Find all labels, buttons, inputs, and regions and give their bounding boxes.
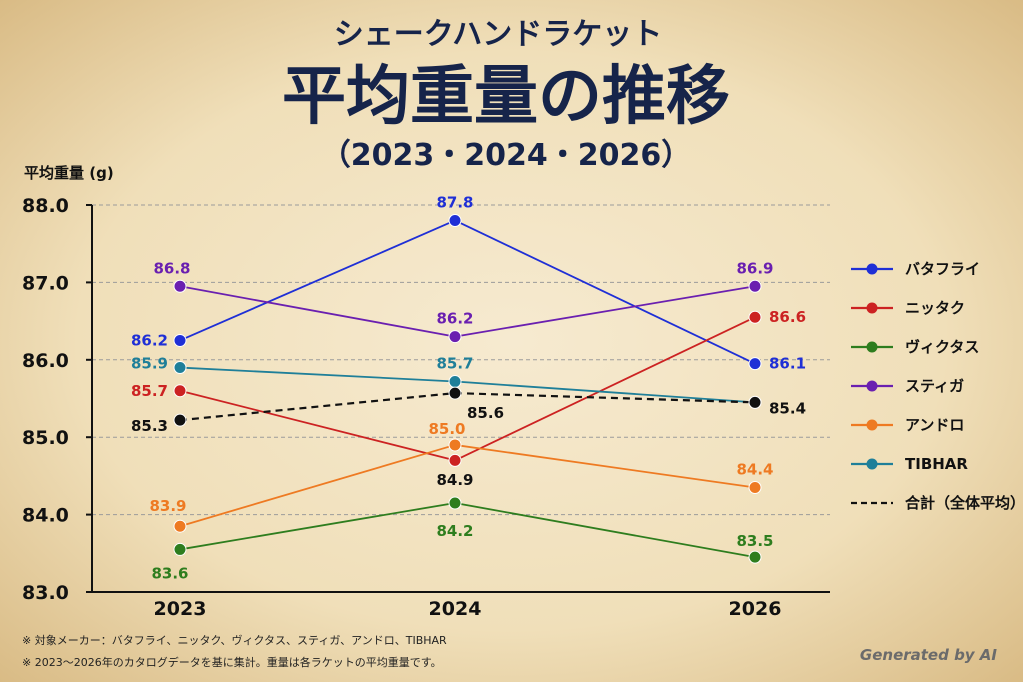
legend-marker	[866, 341, 878, 353]
data-point	[748, 395, 762, 409]
series-line-segment	[454, 219, 756, 365]
data-label: 86.2	[131, 331, 168, 349]
series-line-segment	[179, 285, 456, 338]
x-tick-label: 2023	[154, 598, 207, 620]
y-axis-label: 平均重量 (g)	[24, 164, 114, 182]
data-label: 85.6	[467, 404, 504, 422]
series-line-segment	[454, 316, 756, 462]
chart-title-line1: シェークハンドラケット	[334, 17, 663, 52]
legend-label: 合計（全体平均）	[904, 494, 1023, 512]
y-tick-label: 85.0	[22, 427, 69, 449]
x-tick-label: 2024	[429, 598, 482, 620]
legend-label: アンドロ	[905, 416, 964, 434]
footnote-source: ※ 2023〜2026年のカタログデータを基に集計。重量は各ラケットの平均重量で…	[22, 656, 442, 669]
x-tick-label: 2026	[729, 598, 782, 620]
watermark: Generated by AI	[859, 646, 997, 664]
data-point	[448, 330, 462, 344]
series-line-segment	[179, 219, 456, 342]
legend-label: TIBHAR	[905, 455, 968, 473]
data-label: 83.9	[149, 497, 186, 515]
data-label: 85.4	[769, 399, 806, 417]
y-tick-label: 87.0	[22, 272, 69, 294]
data-label: 84.9	[436, 471, 473, 489]
data-point	[748, 279, 762, 293]
legend-marker	[866, 302, 878, 314]
data-point	[748, 481, 762, 495]
legend-label: スティガ	[905, 377, 964, 395]
y-tick-label: 86.0	[22, 350, 69, 372]
data-point	[448, 438, 462, 452]
series-line-segment	[179, 502, 456, 551]
data-point	[173, 519, 187, 533]
data-point	[448, 374, 462, 388]
data-point	[748, 357, 762, 371]
data-point	[173, 384, 187, 398]
data-point	[173, 333, 187, 347]
data-label: 87.8	[436, 193, 473, 211]
data-point	[448, 453, 462, 467]
series-line-segment	[454, 444, 756, 489]
series-line-segment	[179, 389, 456, 462]
data-point	[748, 550, 762, 564]
legend-marker	[866, 419, 878, 431]
data-label: 86.1	[769, 355, 806, 373]
series-line-segment	[454, 285, 756, 338]
series-line-segment	[179, 366, 456, 383]
data-label: 83.6	[151, 564, 188, 582]
data-label: 86.8	[153, 259, 190, 277]
series-line-segment	[179, 444, 456, 528]
y-tick-label: 84.0	[22, 505, 69, 527]
chart-title-line2: 平均重量の推移	[282, 60, 730, 134]
data-point	[173, 413, 187, 427]
legend-label: ニッタク	[905, 299, 965, 317]
data-point	[448, 213, 462, 227]
data-point	[448, 496, 462, 510]
data-point	[748, 310, 762, 324]
data-label: 85.0	[428, 420, 465, 438]
data-label: 84.4	[736, 461, 773, 479]
legend-marker	[866, 458, 878, 470]
chart-subtitle: （2023・2024・2026）	[321, 138, 692, 173]
data-label: 86.6	[769, 308, 806, 326]
data-label: 86.9	[736, 259, 773, 277]
legend-label: ヴィクタス	[905, 338, 979, 356]
data-label: 83.5	[736, 532, 773, 550]
data-label: 85.9	[131, 355, 168, 373]
legend-label: バタフライ	[905, 260, 980, 278]
axes: 83.0 84.0 85.0 86.0 87.0 88.0 2023 2024 2026	[22, 195, 830, 620]
data-point	[173, 361, 187, 375]
data-label: 85.3	[131, 417, 168, 435]
gridlines	[92, 204, 830, 516]
y-tick-label: 88.0	[22, 195, 69, 217]
footnote-makers: ※ 対象メーカー：バタフライ、ニッタク、ヴィクタス、スティガ、アンドロ、TIBH…	[22, 634, 447, 647]
series-line-segment	[454, 380, 756, 404]
series-line-segment	[179, 391, 456, 422]
data-label: 85.7	[131, 382, 168, 400]
y-tick-label: 83.0	[22, 582, 69, 604]
data-label: 84.2	[436, 522, 473, 540]
data-point	[448, 386, 462, 400]
data-label: 85.7	[436, 354, 473, 372]
data-point	[173, 542, 187, 556]
legend-marker	[866, 380, 878, 392]
data-point	[173, 279, 187, 293]
data-label: 86.2	[436, 310, 473, 328]
series-line-segment	[454, 502, 756, 559]
series-group: 86.2 87.8 86.1 85.7 86.6 83.6 84.2 83.5 86.8 86.2…	[131, 193, 806, 582]
series-line-segment	[454, 391, 756, 404]
legend-marker	[866, 263, 878, 275]
